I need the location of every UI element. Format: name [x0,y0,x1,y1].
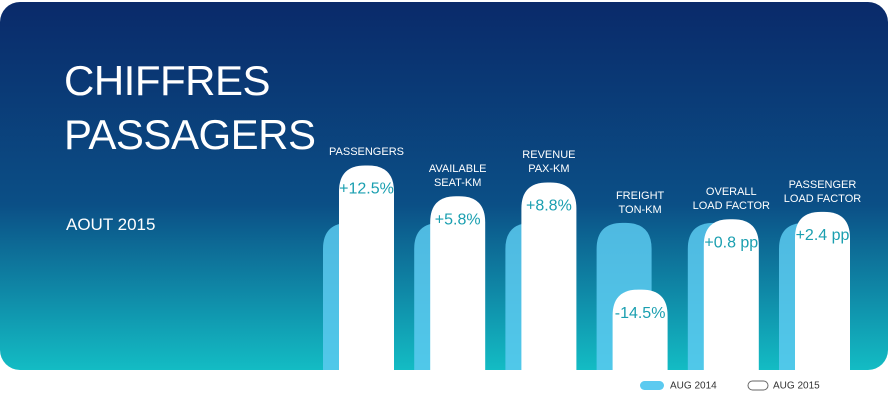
bar [430,196,486,370]
category-label: FREIGHT TON-KM [615,189,665,216]
chart-subtitle: AOUT 2015 [66,215,156,234]
category-label: REVENUE PAX-KM [522,149,576,176]
category-label: AVAILABLE SEAT-KM [428,163,487,190]
legend-label: AUG 2015 [773,381,820,392]
value-label: +12.5% [339,181,394,198]
card [0,2,888,370]
bar [795,211,850,370]
value-label: -14.5% [615,305,666,322]
value-label: +0.8 pp [704,234,758,251]
legend-label: AUG 2014 [670,381,717,392]
value-label: +2.4 pp [796,227,850,244]
value-label: +5.8% [435,211,481,228]
bar [703,219,759,370]
bar [339,165,394,370]
category-label: PASSENGERS [329,146,404,159]
bar [612,289,668,370]
category-label: OVERALL LOAD FACTOR [692,186,771,213]
bar [521,182,577,370]
category-label: PASSENGER LOAD FACTOR [783,178,862,205]
legend-swatch [640,381,664,390]
value-label: +8.8% [526,198,572,215]
legend-swatch [747,380,769,391]
chart-title: CHIFFRES PASSAGERS [64,57,316,158]
